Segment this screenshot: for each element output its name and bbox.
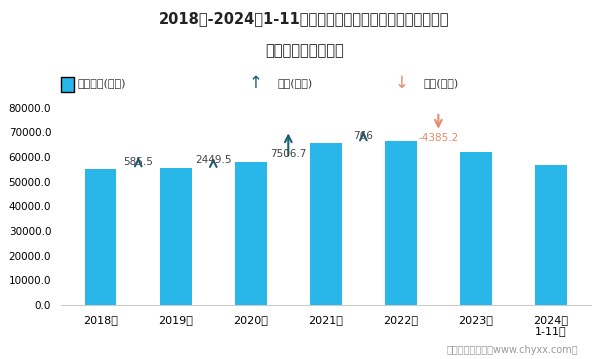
Text: 585.5: 585.5: [123, 157, 153, 167]
Bar: [85, 169, 116, 305]
Text: -4385.2: -4385.2: [418, 133, 459, 143]
Bar: [535, 165, 566, 305]
Text: 减少(亿元): 减少(亿元): [423, 78, 459, 88]
Bar: [385, 141, 417, 305]
Text: 766: 766: [353, 131, 373, 141]
Text: 造业出口货值统计图: 造业出口货值统计图: [265, 43, 344, 58]
Bar: [235, 162, 267, 305]
Text: 制图：智研咨询（www.chyxx.com）: 制图：智研咨询（www.chyxx.com）: [447, 345, 579, 355]
Text: 2018年-2024年1-11月全国计算机、通信和其他电子设备制: 2018年-2024年1-11月全国计算机、通信和其他电子设备制: [159, 11, 450, 26]
Bar: [460, 152, 491, 305]
Text: 出口货值(亿元): 出口货值(亿元): [78, 78, 127, 88]
Text: 增加(亿元): 增加(亿元): [277, 78, 312, 88]
Bar: [160, 168, 191, 305]
Text: 7506.7: 7506.7: [270, 149, 306, 159]
Bar: [310, 143, 342, 305]
Text: 2449.5: 2449.5: [195, 155, 231, 165]
Text: ↑: ↑: [249, 74, 262, 92]
Text: ↓: ↓: [395, 74, 409, 92]
